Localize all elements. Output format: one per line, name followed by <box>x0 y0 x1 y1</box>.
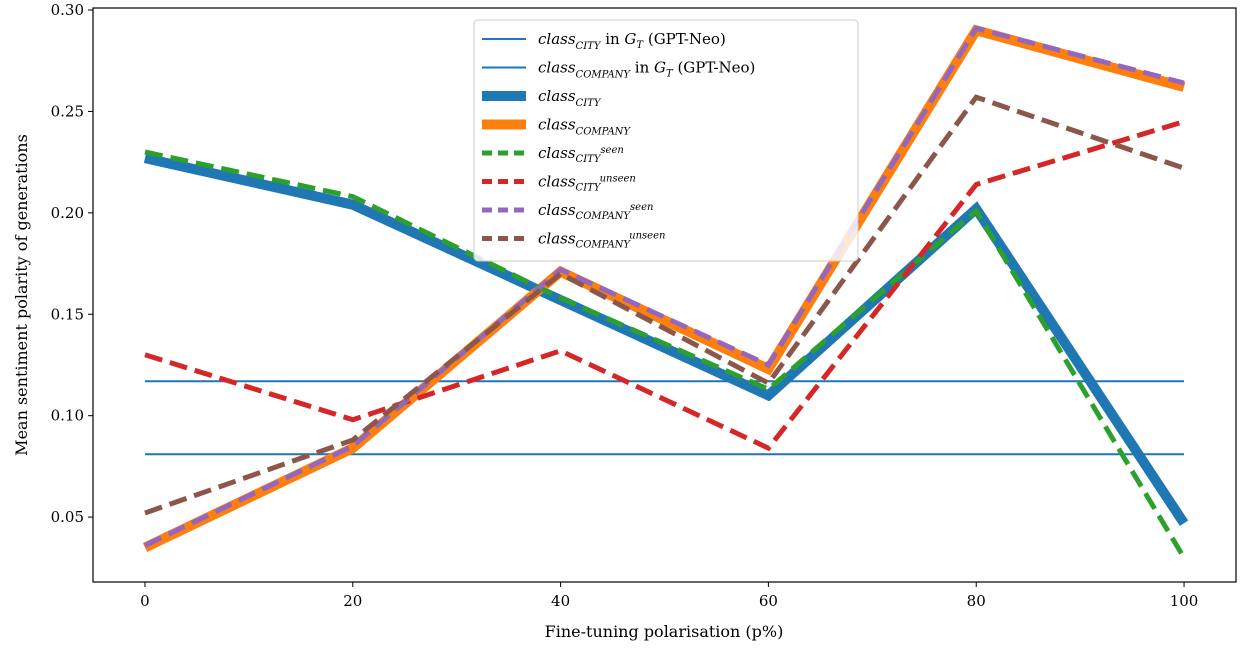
legend-entry-label: classCOMPANYunseen <box>538 230 665 251</box>
legend-entry-label: classCITY in GT (GPT-Neo) <box>538 30 726 52</box>
y-tick-label: 0.30 <box>51 1 84 19</box>
x-tick-label: 60 <box>759 592 778 610</box>
legend-entry-label: classCOMPANY in GT (GPT-Neo) <box>538 59 755 81</box>
series-line-company-seen <box>143 25 1185 548</box>
legend-entry-label: classCOMPANYseen <box>538 201 653 222</box>
series-line-company-unseen <box>144 94 1185 516</box>
series-line-city-seen <box>144 149 1187 559</box>
series-layer <box>142 24 1189 559</box>
x-tick-label: 20 <box>343 592 362 610</box>
legend-entry-label: classCITY <box>538 87 602 109</box>
legend: classCITY in GT (GPT-Neo) classCOMPANY in… <box>473 19 859 262</box>
legend-entry-label: classCITYunseen <box>538 173 636 194</box>
axis-ticks: 0 20 40 60 80 100 0.05 0.10 0.15 0.20 0.25 0.30 <box>51 1 1199 610</box>
y-tick-label: 0.10 <box>51 407 84 425</box>
legend-entry-label: classCOMPANY <box>538 116 631 138</box>
series-line-city-unseen <box>144 119 1185 452</box>
x-tick-label: 100 <box>1170 592 1199 610</box>
y-tick-label: 0.15 <box>51 305 84 323</box>
y-tick-label: 0.20 <box>51 204 84 222</box>
legend-box <box>473 19 859 262</box>
x-axis-label: Fine-tuning polarisation (p%) <box>545 622 784 641</box>
series-line-city <box>143 153 1189 526</box>
plot-area-frame <box>92 7 1237 583</box>
y-tick-label: 0.25 <box>51 102 84 120</box>
x-tick-label: 80 <box>967 592 986 610</box>
x-tick-label: 40 <box>551 592 570 610</box>
y-axis-label: Mean sentiment polarity of generations <box>12 134 31 456</box>
x-tick-label: 0 <box>140 592 150 610</box>
legend-entry-label: classCITYseen <box>538 144 624 165</box>
y-tick-label: 0.05 <box>51 508 84 526</box>
